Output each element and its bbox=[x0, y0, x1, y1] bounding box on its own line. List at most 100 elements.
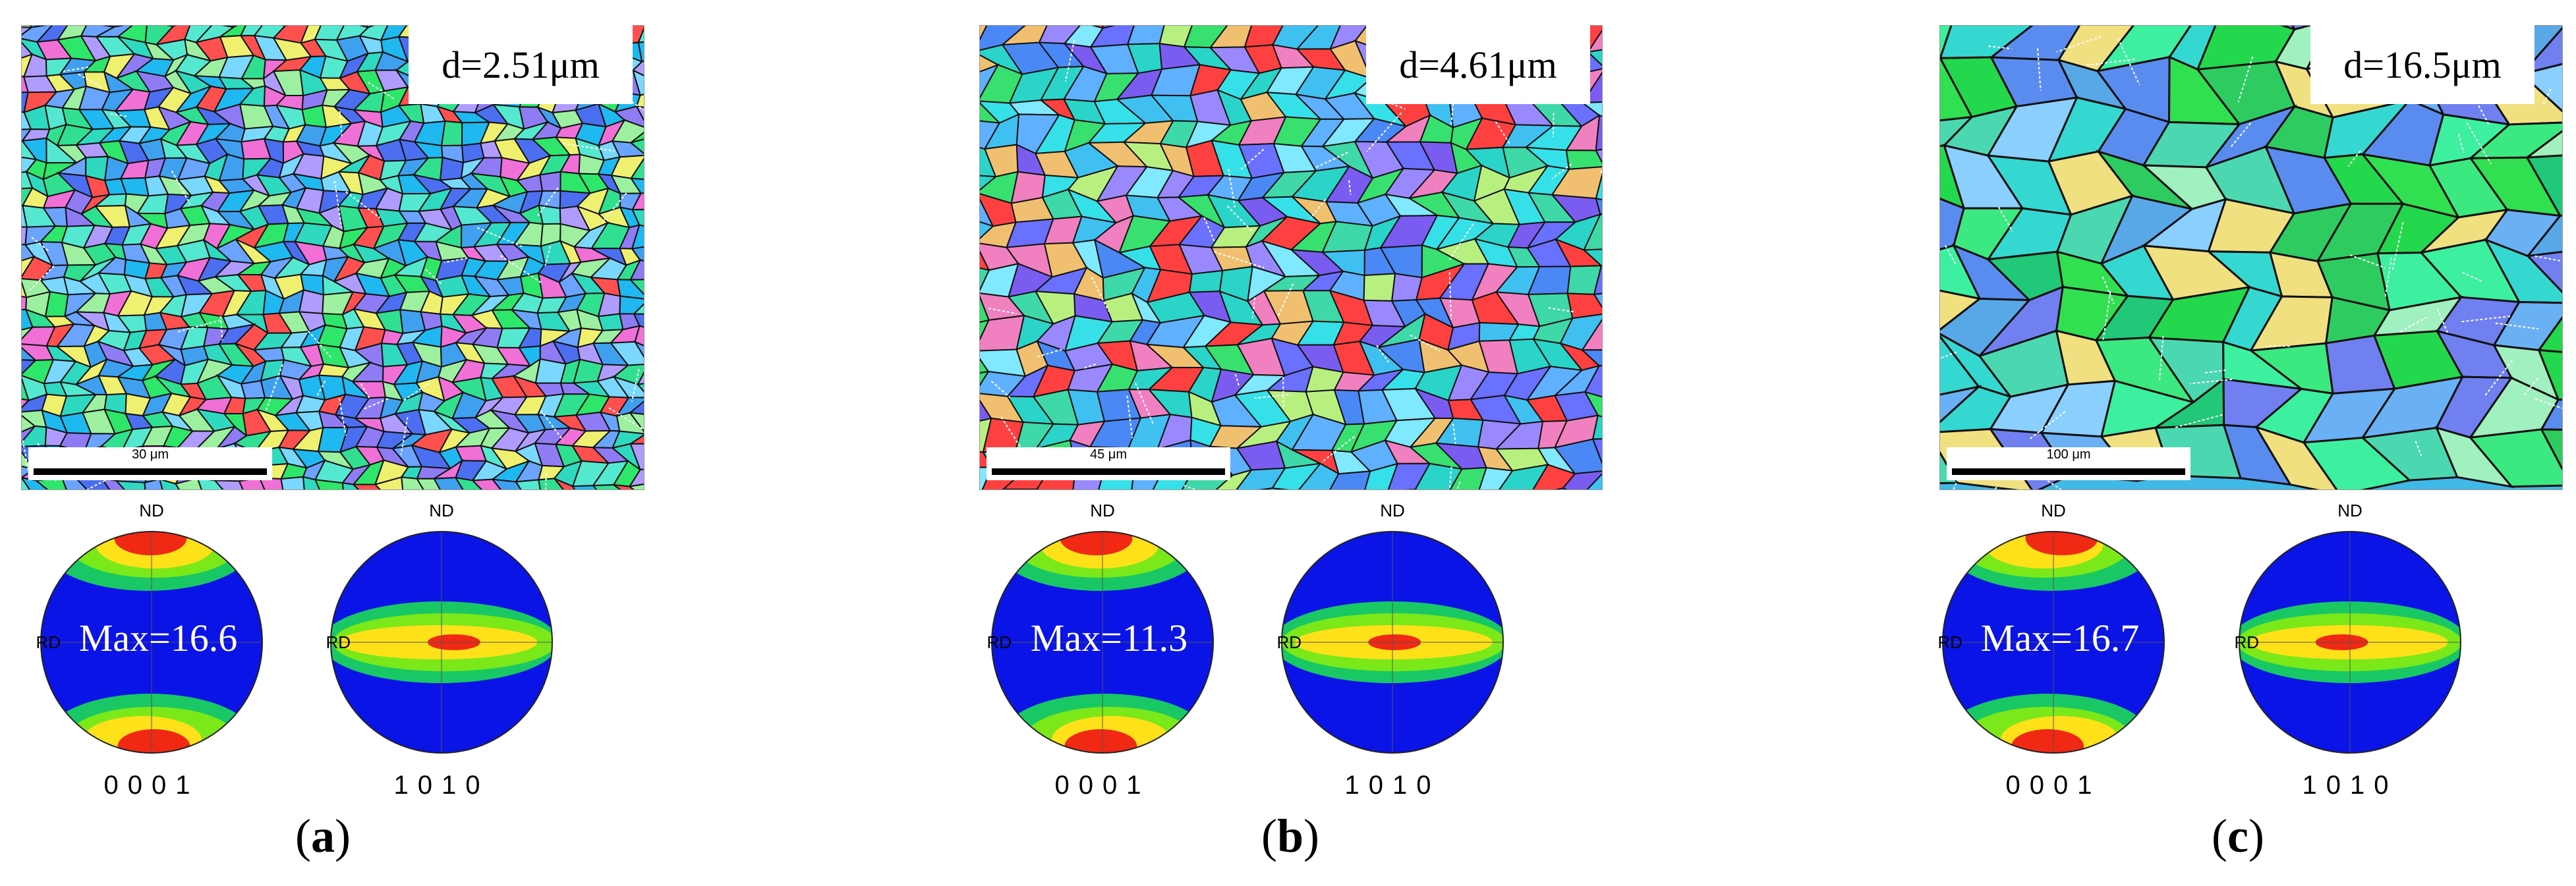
grain bbox=[637, 27, 644, 43]
grain bbox=[1586, 473, 1602, 489]
grain bbox=[115, 480, 146, 489]
scale-bar-line-b bbox=[992, 468, 1225, 475]
rd-label: RD bbox=[36, 632, 61, 652]
twin-boundary bbox=[2086, 59, 2135, 66]
grain bbox=[637, 383, 644, 393]
twin-boundary bbox=[1226, 206, 1253, 232]
grain bbox=[611, 140, 644, 158]
grain bbox=[616, 279, 644, 300]
caption-letter: b bbox=[1276, 810, 1304, 862]
twin-boundary bbox=[316, 380, 326, 397]
pole-figure-label: 0001 bbox=[103, 771, 200, 800]
grain bbox=[314, 479, 344, 489]
twin-boundary bbox=[1366, 112, 1402, 152]
twin-boundary bbox=[444, 257, 468, 263]
pole-figure-outline bbox=[40, 531, 263, 754]
grain bbox=[1595, 148, 1602, 164]
twin-boundary bbox=[1382, 99, 1406, 110]
scale-bar-line-a bbox=[34, 468, 267, 475]
grain bbox=[631, 246, 644, 262]
twin-boundary bbox=[2173, 414, 2223, 429]
pole-figure-plot bbox=[1942, 531, 2165, 754]
grain bbox=[471, 478, 501, 489]
caption-letter: a bbox=[311, 810, 335, 862]
grain bbox=[538, 204, 561, 225]
twin-boundary bbox=[1277, 283, 1294, 316]
pole-figure-0001-b: ND RD Max=11.3 0001 bbox=[987, 501, 1215, 804]
grain bbox=[629, 157, 644, 180]
grain bbox=[144, 478, 163, 489]
twin-boundary bbox=[1552, 113, 1555, 138]
panel-b: 45 μm d=4.61μm ND RD Max=11.3 0001 ND RD… bbox=[859, 0, 1717, 886]
grain bbox=[631, 192, 644, 211]
twin-boundary bbox=[544, 246, 552, 266]
twin-boundary bbox=[31, 236, 49, 252]
grain bbox=[1298, 462, 1340, 489]
grain bbox=[2536, 316, 2562, 353]
twin-boundary bbox=[1000, 416, 1028, 458]
twin-boundary bbox=[1953, 465, 1964, 489]
twin-boundary bbox=[2523, 377, 2538, 396]
grain bbox=[631, 224, 644, 250]
twin-boundary bbox=[2457, 134, 2465, 153]
grain bbox=[631, 60, 644, 76]
panel-caption-a: (a) bbox=[257, 809, 389, 864]
grain bbox=[637, 372, 644, 385]
twin-boundary bbox=[1448, 272, 1452, 319]
grain bbox=[213, 480, 244, 489]
grain bbox=[1591, 438, 1602, 465]
twin-boundary bbox=[2495, 322, 2538, 330]
grain bbox=[1499, 464, 1550, 489]
pole-figure-label: 1010 bbox=[393, 771, 490, 800]
twin-boundary bbox=[2158, 335, 2164, 382]
caption-close-paren: ) bbox=[335, 810, 351, 862]
caption-close-paren: ) bbox=[2248, 810, 2264, 862]
grain bbox=[1553, 438, 1602, 475]
twin-boundary bbox=[2384, 257, 2393, 299]
twin-boundary bbox=[1348, 180, 1352, 196]
grain bbox=[631, 209, 644, 227]
grain bbox=[1188, 269, 1224, 293]
ebsd-map-c: 100 μm bbox=[1939, 25, 2563, 490]
grain bbox=[1586, 29, 1602, 53]
twin-boundary bbox=[500, 255, 542, 283]
grain bbox=[1566, 292, 1602, 319]
caption-open-paren: ( bbox=[1261, 810, 1277, 862]
pole-figure-outline bbox=[1942, 531, 2165, 754]
grain-size-label-c: d=16.5μm bbox=[2310, 25, 2534, 104]
grain bbox=[258, 477, 284, 489]
grain bbox=[1329, 470, 1371, 489]
grain bbox=[635, 105, 644, 122]
max-intensity-label: Max=16.6 bbox=[78, 617, 238, 659]
twin-boundary bbox=[29, 265, 55, 291]
grain bbox=[1565, 150, 1602, 170]
grain bbox=[637, 41, 644, 63]
grain bbox=[1583, 213, 1602, 251]
panel-a: 30 μm d=2.51μm ND RD Max=16.6 0001 ND RD… bbox=[0, 0, 859, 886]
twin-boundary bbox=[990, 380, 1011, 399]
twin-boundary bbox=[1082, 363, 1096, 370]
pole-figure-plot bbox=[1281, 531, 1504, 754]
twin-boundary bbox=[1321, 435, 1355, 464]
grain bbox=[298, 289, 324, 315]
grain bbox=[2523, 130, 2562, 159]
twin-boundary bbox=[988, 308, 1017, 315]
twin-boundary bbox=[1126, 395, 1133, 439]
grain-size-label-a: d=2.51μm bbox=[409, 25, 633, 104]
pole-figure-1010-a: ND RD 1010 bbox=[326, 501, 554, 804]
pole-figure-0001-c: ND RD Max=16.7 0001 bbox=[1937, 501, 2165, 804]
grain bbox=[1215, 468, 1253, 489]
grain bbox=[1126, 26, 1165, 45]
grain bbox=[628, 468, 644, 487]
rd-label: RD bbox=[2234, 632, 2259, 652]
grain bbox=[980, 221, 994, 240]
twin-boundary bbox=[110, 113, 129, 118]
grain bbox=[630, 131, 644, 144]
grain bbox=[631, 69, 644, 96]
grain-map-c bbox=[1940, 26, 2562, 489]
pole-figure-outline bbox=[991, 531, 1214, 754]
twin-boundary bbox=[2462, 271, 2483, 283]
twin-boundary bbox=[1456, 482, 1461, 489]
grain bbox=[628, 434, 644, 445]
twin-boundary bbox=[631, 368, 640, 402]
